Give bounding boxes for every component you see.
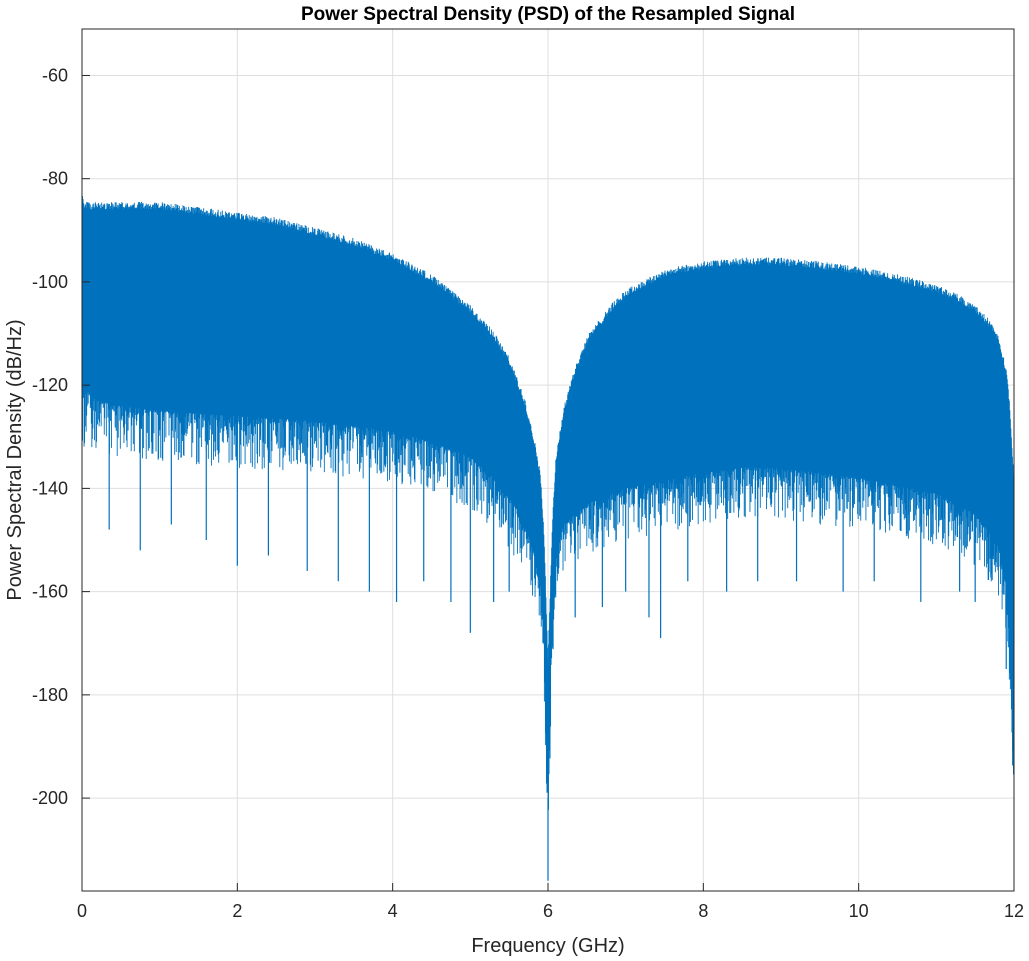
x-tick-label: 8 [698, 901, 708, 921]
x-tick-label: 2 [232, 901, 242, 921]
psd-band [82, 199, 1014, 799]
psd-series [81, 196, 1015, 881]
x-tick-label: 10 [849, 901, 869, 921]
y-tick-label: -80 [42, 169, 68, 189]
y-tick-label: -100 [32, 272, 68, 292]
y-tick-label: -120 [32, 375, 68, 395]
chart-title: Power Spectral Density (PSD) of the Resa… [301, 4, 795, 25]
y-tick-label: -160 [32, 582, 68, 602]
x-axis-label: Frequency (GHz) [471, 935, 624, 957]
y-tick-label: -140 [32, 478, 68, 498]
x-axis-ticks: 0 2 4 6 8 10 12 [77, 883, 1024, 921]
y-axis-label: Power Spectral Density (dB/Hz) [4, 319, 26, 600]
y-tick-label: -60 [42, 65, 68, 85]
y-tick-label: -180 [32, 685, 68, 705]
x-tick-label: 6 [543, 901, 553, 921]
x-tick-label: 12 [1004, 901, 1024, 921]
x-tick-label: 0 [77, 901, 87, 921]
y-tick-label: -200 [32, 788, 68, 808]
x-tick-label: 4 [388, 901, 398, 921]
y-axis-ticks: -60 -80 -100 -120 -140 -160 -180 -200 [32, 65, 90, 808]
